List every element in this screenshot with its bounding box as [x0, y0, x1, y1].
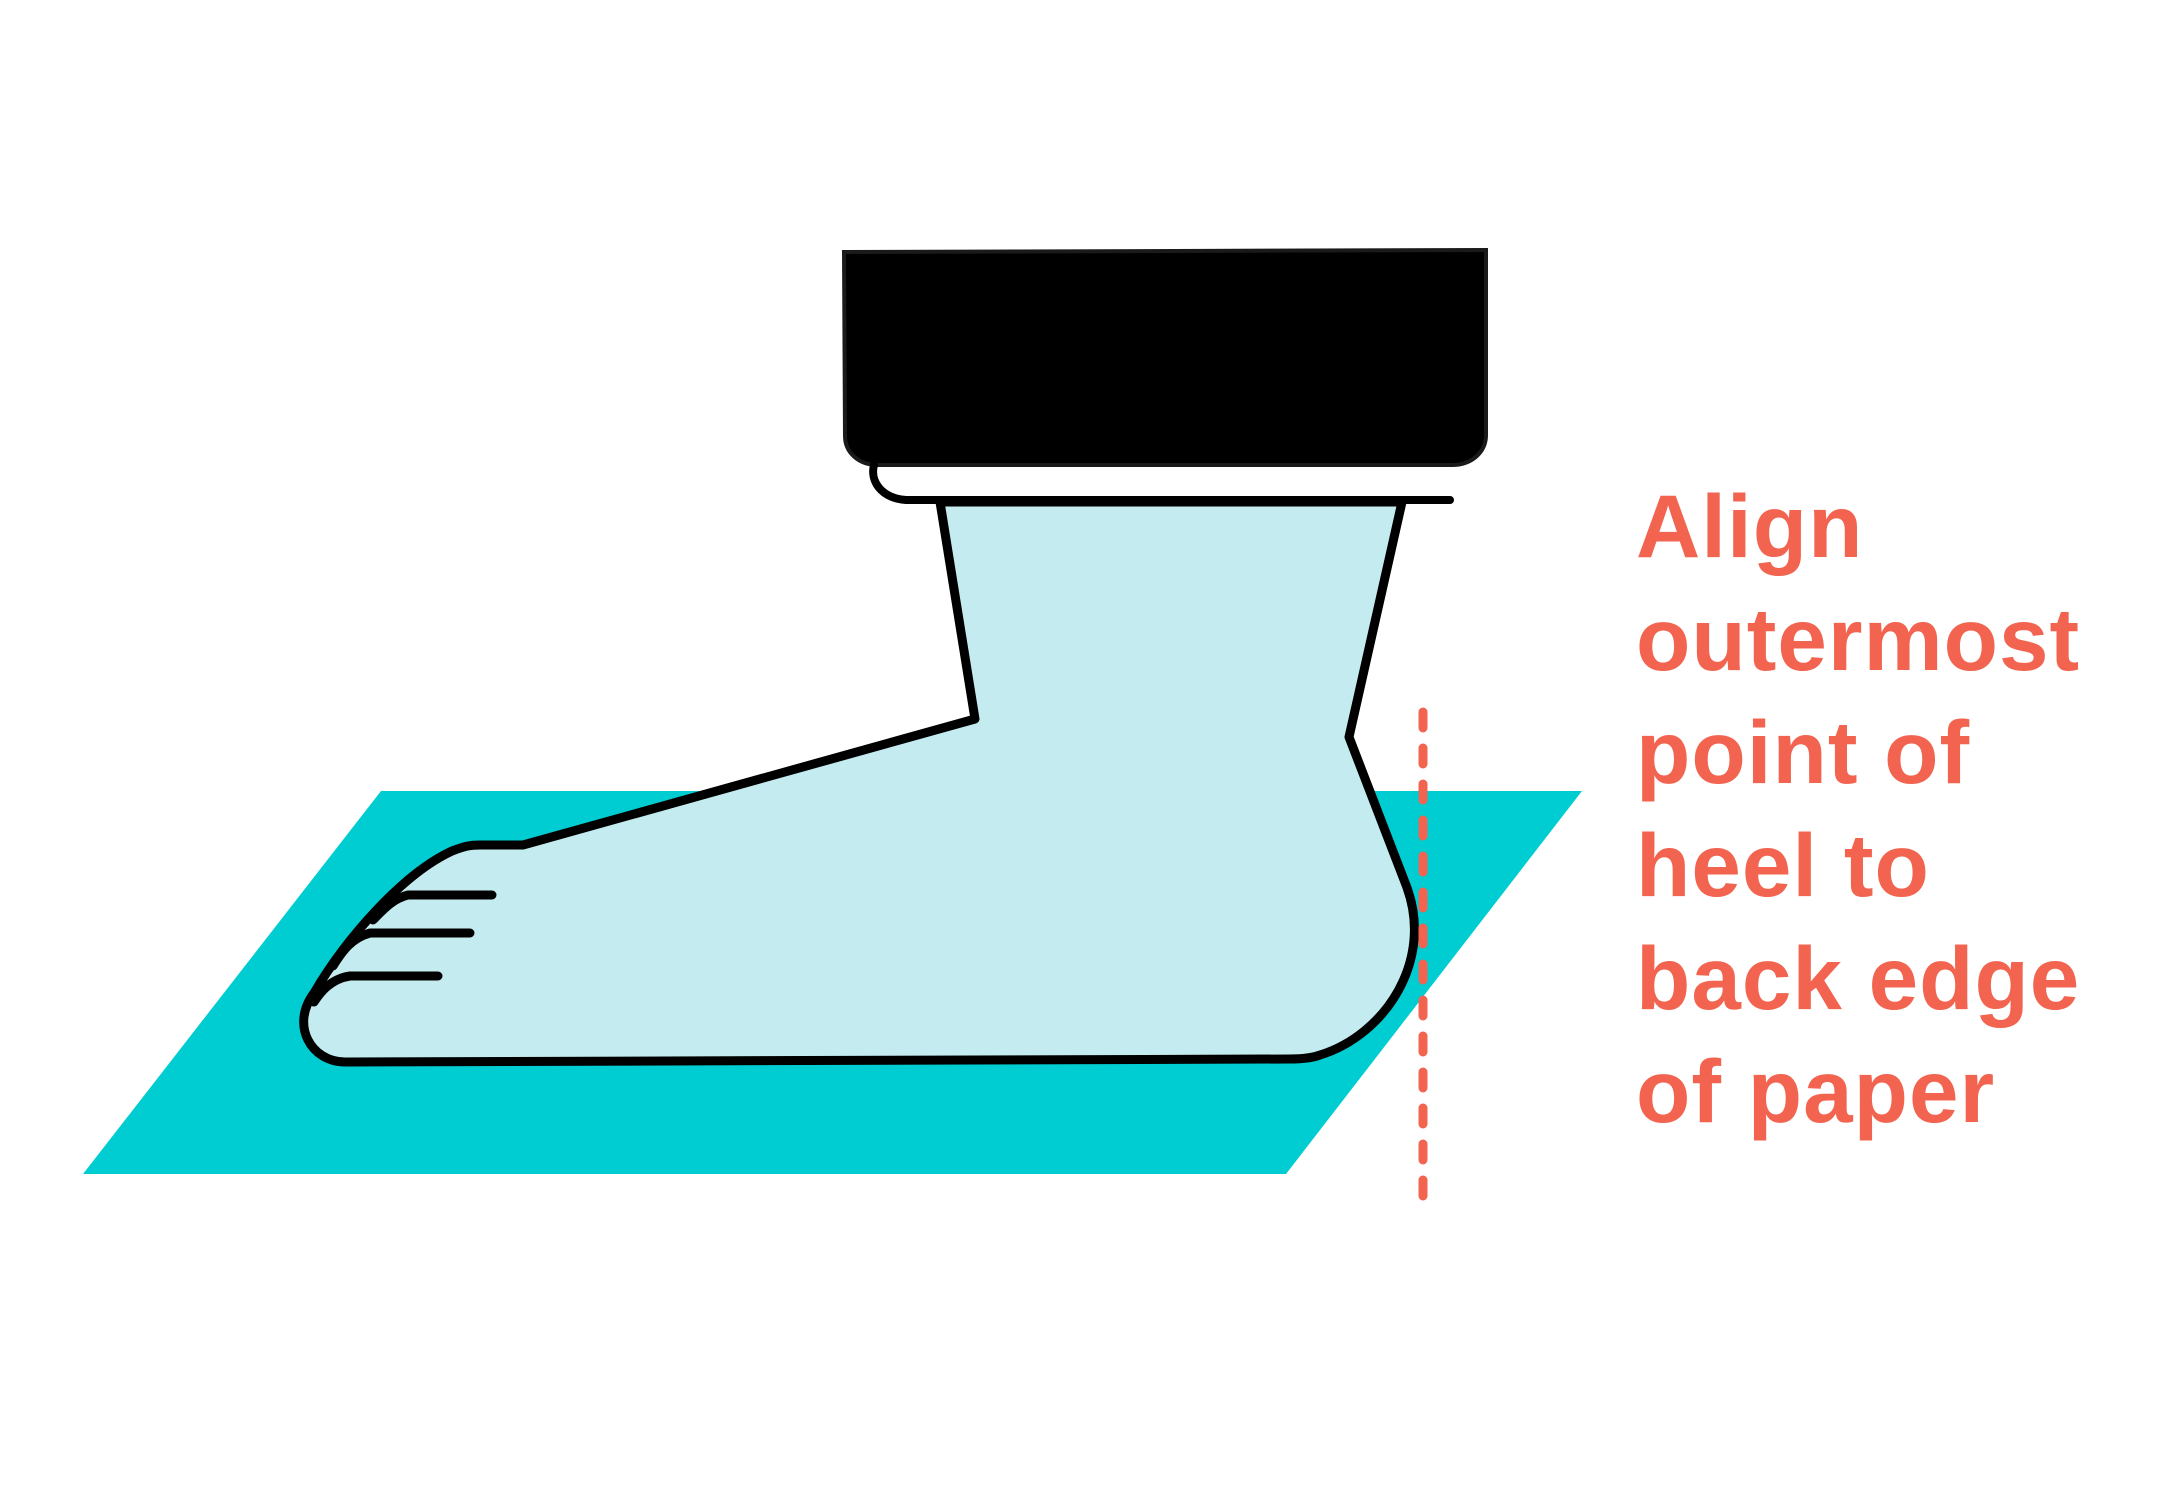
- alignment-instruction-text: Align outermost point of heel to back ed…: [1636, 470, 2136, 1148]
- instruction-line-2: outermost: [1636, 589, 2081, 689]
- toe-line-3: [309, 971, 443, 1007]
- instruction-line-4: heel to: [1636, 815, 1930, 915]
- instruction-line-3: point of: [1636, 702, 1971, 802]
- toe-line-2: [328, 928, 475, 971]
- instruction-line-6: of paper: [1636, 1041, 1996, 1141]
- instruction-line-1: Align: [1636, 476, 1864, 576]
- cuff-lip: [869, 461, 1454, 504]
- foot-outline: [299, 497, 1419, 1067]
- pant-leg-cuff: [841, 247, 1488, 467]
- toe-line-1: [368, 890, 497, 925]
- instruction-line-5: back edge: [1636, 928, 2081, 1028]
